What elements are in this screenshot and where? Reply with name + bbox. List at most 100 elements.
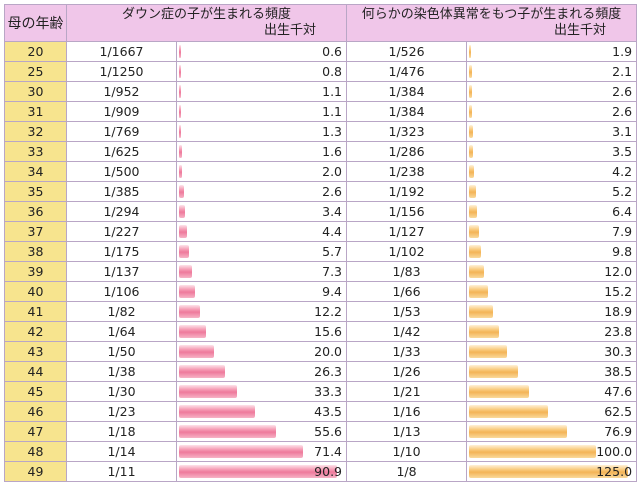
down-bar-cell: 0.6 (175, 41, 348, 62)
down-bar-cell: 71.4 (175, 441, 348, 462)
down-bar-cell: 1.6 (175, 141, 348, 162)
down-bar-cell: 43.5 (175, 401, 348, 422)
down-frequency-bar (179, 445, 304, 458)
mother-age-cell: 20 (4, 41, 67, 62)
other-frequency-bar (469, 185, 476, 198)
other-value: 125.0 (596, 464, 633, 479)
table-row: 43 1/50 20.0 1/33 30.3 (4, 341, 638, 362)
down-value: 1.1 (322, 104, 343, 119)
chromosome-abnormality-unit: 出生千対 (554, 23, 607, 38)
other-bar-cell: 3.1 (466, 121, 638, 142)
down-value: 26.3 (314, 364, 343, 379)
down-bar-cell: 55.6 (175, 421, 348, 442)
other-frequency-bar (469, 125, 473, 138)
mother-age-cell: 32 (4, 121, 67, 142)
down-bar-cell: 1.1 (175, 81, 348, 102)
down-value: 2.0 (322, 164, 343, 179)
down-ratio-cell: 1/227 (66, 221, 177, 242)
down-value: 0.8 (322, 64, 343, 79)
other-frequency-bar (469, 205, 478, 218)
down-frequency-bar (179, 65, 181, 78)
down-value: 5.7 (322, 244, 343, 259)
down-ratio-cell: 1/11 (66, 461, 177, 482)
down-frequency-bar (179, 265, 192, 278)
down-bar-cell: 90.9 (175, 461, 348, 482)
other-frequency-bar (469, 425, 567, 438)
down-frequency-bar (179, 425, 276, 438)
table-row: 25 1/1250 0.8 1/476 2.1 (4, 61, 638, 82)
mother-age-cell: 31 (4, 101, 67, 122)
down-value: 20.0 (314, 344, 343, 359)
table-row: 41 1/82 12.2 1/53 18.9 (4, 301, 638, 322)
down-bar-cell: 15.6 (175, 321, 348, 342)
table-row: 47 1/18 55.6 1/13 76.9 (4, 421, 638, 442)
other-value: 6.4 (612, 204, 633, 219)
down-value: 7.3 (322, 264, 343, 279)
mother-age-cell: 41 (4, 301, 67, 322)
down-ratio-cell: 1/175 (66, 241, 177, 262)
other-value: 100.0 (596, 444, 633, 459)
down-syndrome-unit: 出生千対 (264, 23, 317, 38)
table-row: 49 1/11 90.9 1/8 125.0 (4, 461, 638, 482)
down-ratio-cell: 1/1250 (66, 61, 177, 82)
other-bar-cell: 15.2 (466, 281, 638, 302)
table-row: 37 1/227 4.4 1/127 7.9 (4, 221, 638, 242)
other-ratio-cell: 1/8 (346, 461, 468, 482)
other-bar-cell: 9.8 (466, 241, 638, 262)
other-bar-cell: 76.9 (466, 421, 638, 442)
down-frequency-bar (179, 405, 255, 418)
down-bar-cell: 2.0 (175, 161, 348, 182)
mother-age-cell: 40 (4, 281, 67, 302)
down-frequency-bar (179, 105, 181, 118)
table-row: 45 1/30 33.3 1/21 47.6 (4, 381, 638, 402)
other-value: 38.5 (604, 364, 633, 379)
other-value: 18.9 (604, 304, 633, 319)
down-value: 1.1 (322, 84, 343, 99)
mother-age-cell: 38 (4, 241, 67, 262)
down-frequency-bar (179, 225, 187, 238)
down-ratio-cell: 1/23 (66, 401, 177, 422)
down-bar-cell: 1.3 (175, 121, 348, 142)
down-ratio-cell: 1/106 (66, 281, 177, 302)
down-bar-cell: 3.4 (175, 201, 348, 222)
mother-age-cell: 33 (4, 141, 67, 162)
mother-age-cell: 30 (4, 81, 67, 102)
other-value: 3.1 (612, 124, 633, 139)
other-ratio-cell: 1/526 (346, 41, 468, 62)
mother-age-cell: 45 (4, 381, 67, 402)
down-ratio-cell: 1/769 (66, 121, 177, 142)
other-ratio-cell: 1/53 (346, 301, 468, 322)
down-value: 3.4 (322, 204, 343, 219)
other-bar-cell: 30.3 (466, 341, 638, 362)
down-syndrome-title: ダウン症の子が生まれる頻度 (122, 7, 292, 22)
other-bar-cell: 38.5 (466, 361, 638, 382)
down-bar-cell: 33.3 (175, 381, 348, 402)
table-row: 40 1/106 9.4 1/66 15.2 (4, 281, 638, 302)
down-bar-cell: 20.0 (175, 341, 348, 362)
down-ratio-cell: 1/500 (66, 161, 177, 182)
down-bar-cell: 9.4 (175, 281, 348, 302)
other-frequency-bar (469, 345, 508, 358)
down-frequency-bar (179, 325, 207, 338)
mother-age-cell: 25 (4, 61, 67, 82)
other-frequency-bar (469, 285, 489, 298)
other-bar-cell: 2.6 (466, 81, 638, 102)
down-ratio-cell: 1/909 (66, 101, 177, 122)
other-frequency-bar (469, 45, 472, 58)
other-frequency-bar (469, 445, 596, 458)
down-bar-cell: 5.7 (175, 241, 348, 262)
table-row: 35 1/385 2.6 1/192 5.2 (4, 181, 638, 202)
other-value: 76.9 (604, 424, 633, 439)
other-frequency-bar (469, 145, 474, 158)
other-ratio-cell: 1/42 (346, 321, 468, 342)
other-frequency-bar (469, 385, 530, 398)
down-bar-cell: 2.6 (175, 181, 348, 202)
down-value: 55.6 (314, 424, 343, 439)
table-row: 36 1/294 3.4 1/156 6.4 (4, 201, 638, 222)
other-value: 30.3 (604, 344, 633, 359)
down-frequency-bar (179, 45, 181, 58)
other-ratio-cell: 1/16 (346, 401, 468, 422)
age-header: 母の年齢 (4, 4, 67, 42)
other-bar-cell: 7.9 (466, 221, 638, 242)
other-value: 15.2 (604, 284, 633, 299)
